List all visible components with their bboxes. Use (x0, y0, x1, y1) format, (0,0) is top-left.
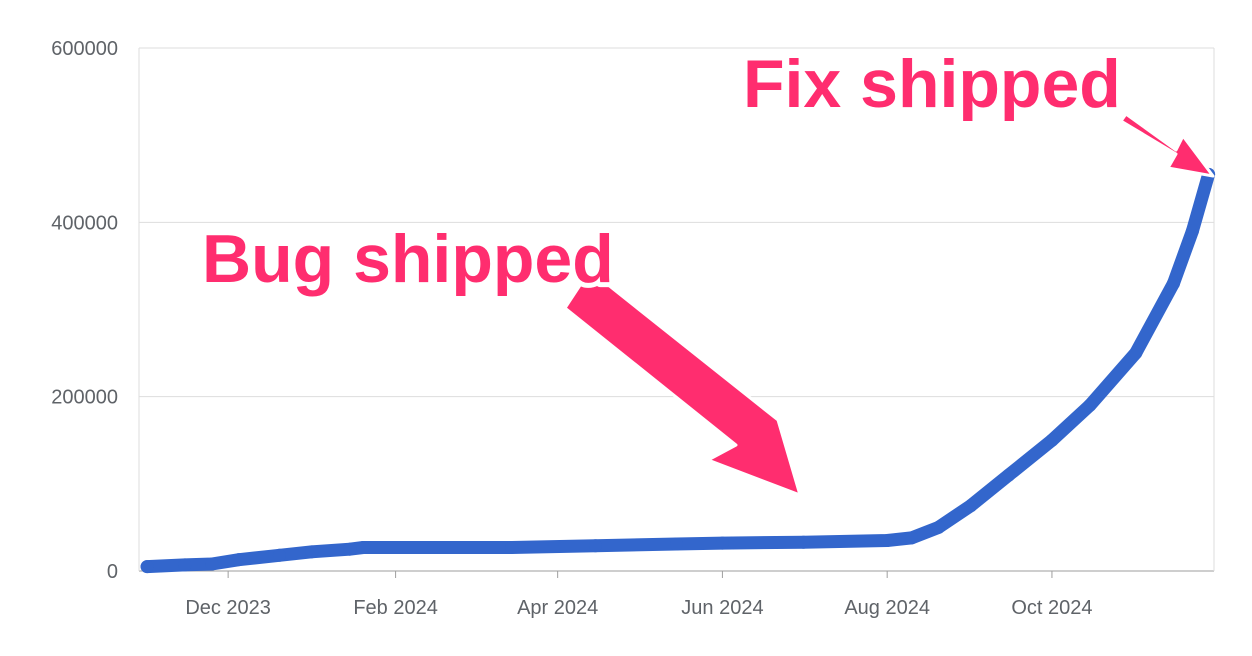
data-point (505, 540, 519, 554)
data-point (232, 553, 246, 567)
data-point (1083, 398, 1097, 412)
x-tick-label: Feb 2024 (353, 597, 438, 619)
data-point (140, 560, 154, 574)
data-point (1185, 224, 1199, 238)
data-point (205, 557, 219, 571)
data-point (904, 531, 918, 545)
annotation-label: Fix shipped (743, 46, 1121, 122)
x-axis: Dec 2023 Feb 2024 Apr 2024 Jun 2024 Aug 2024… (185, 571, 1093, 619)
data-point (931, 520, 945, 534)
data-point (343, 542, 357, 556)
data-point (178, 558, 192, 572)
y-tick-label: 0 (107, 561, 118, 583)
annotation-arrow (1119, 112, 1215, 178)
y-tick-label: 200000 (51, 387, 118, 409)
y-tick-label: 400000 (51, 212, 118, 234)
x-tick-label: Jun 2024 (681, 597, 763, 619)
data-point (426, 540, 440, 554)
data-point (272, 548, 286, 562)
data-point (356, 540, 370, 554)
series-layer (140, 167, 1216, 574)
x-tick-label: Apr 2024 (517, 597, 598, 619)
data-point (1129, 346, 1143, 360)
data-point (1166, 276, 1180, 290)
data-point (670, 537, 683, 551)
annotations-layer: Bug shipped Fix shipped (197, 41, 1215, 497)
annotation-label: Bug shipped (202, 221, 614, 297)
data-point (588, 539, 602, 553)
data-point (715, 536, 729, 550)
y-axis: 0 200000 400000 600000 (51, 38, 118, 583)
data-point (1002, 468, 1016, 482)
data-point (1045, 433, 1059, 447)
x-tick-label: Oct 2024 (1011, 597, 1092, 619)
y-tick-label: 600000 (51, 38, 118, 60)
data-point (796, 535, 810, 549)
data-point (964, 499, 978, 513)
annotation-arrow (563, 268, 802, 497)
data-point (880, 533, 894, 547)
x-tick-label: Dec 2023 (185, 597, 271, 619)
data-point (305, 545, 319, 559)
x-tick-label: Aug 2024 (844, 597, 930, 619)
gridlines (138, 47, 1215, 572)
